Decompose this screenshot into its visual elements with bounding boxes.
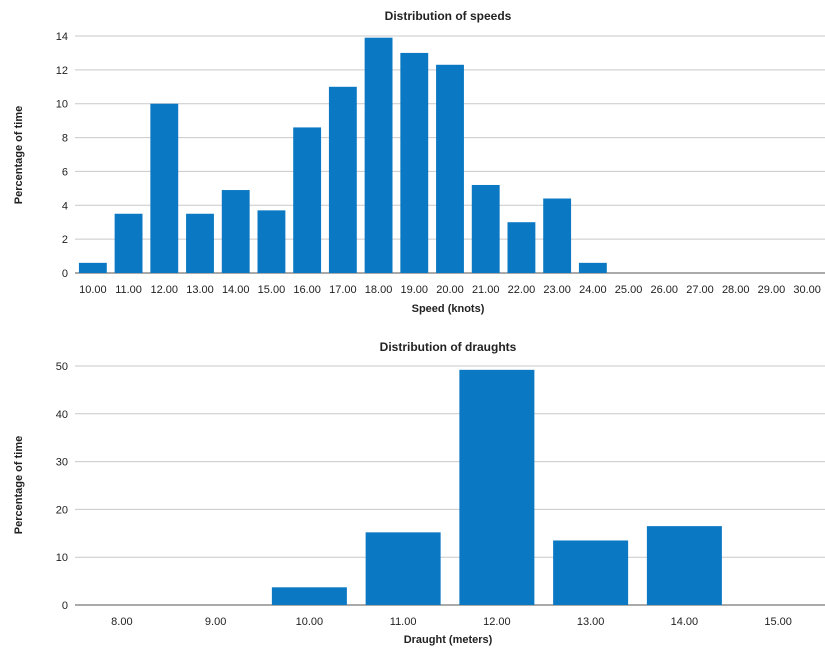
y-tick-labels: 0 10 20 30 40 50 bbox=[56, 361, 68, 612]
bar bbox=[543, 198, 572, 273]
x-tick-label: 26.00 bbox=[651, 284, 679, 296]
draught-distribution-chart: Distribution of draughts Percentage of t… bbox=[13, 340, 825, 646]
x-tick-label: 28.00 bbox=[722, 284, 750, 296]
x-axis-label: Draught (meters) bbox=[404, 634, 493, 646]
y-tick-label: 40 bbox=[56, 409, 68, 421]
x-tick-label: 24.00 bbox=[579, 284, 607, 296]
x-tick-label: 20.00 bbox=[436, 284, 464, 296]
x-tick-label: 14.00 bbox=[222, 284, 250, 296]
x-tick-label: 29.00 bbox=[758, 284, 786, 296]
y-tick-label: 30 bbox=[56, 457, 68, 469]
bar bbox=[293, 127, 322, 274]
bar bbox=[507, 222, 536, 273]
bar bbox=[471, 184, 500, 273]
y-tick-label: 10 bbox=[56, 99, 68, 111]
bars bbox=[78, 37, 607, 274]
bar bbox=[114, 213, 143, 273]
y-tick-label: 2 bbox=[62, 234, 68, 246]
x-axis-label: Speed (knots) bbox=[412, 303, 485, 315]
x-tick-label: 11.00 bbox=[390, 616, 417, 628]
y-tick-label: 50 bbox=[56, 361, 68, 373]
x-tick-label: 19.00 bbox=[401, 284, 429, 296]
x-tick-label: 17.00 bbox=[329, 284, 357, 296]
y-tick-label: 4 bbox=[62, 200, 68, 212]
y-tick-label: 6 bbox=[62, 166, 68, 178]
y-tick-label: 0 bbox=[62, 268, 68, 280]
bar bbox=[578, 262, 607, 273]
bar bbox=[436, 64, 464, 274]
y-tick-label: 10 bbox=[56, 552, 68, 564]
x-tick-label: 12.00 bbox=[151, 284, 179, 296]
x-tick-label: 13.00 bbox=[186, 284, 214, 296]
x-tick-label: 23.00 bbox=[543, 284, 571, 296]
x-tick-label: 13.00 bbox=[577, 616, 605, 628]
x-tick-label: 10.00 bbox=[79, 284, 107, 296]
x-tick-label: 22.00 bbox=[508, 284, 536, 296]
x-tick-label: 9.00 bbox=[205, 616, 226, 628]
x-tick-label: 10.00 bbox=[296, 616, 324, 628]
x-tick-label: 18.00 bbox=[365, 284, 393, 296]
y-tick-label: 8 bbox=[62, 133, 68, 145]
x-tick-label: 21.00 bbox=[472, 284, 500, 296]
chart-title: Distribution of speeds bbox=[385, 9, 512, 23]
bar bbox=[271, 587, 347, 605]
bar bbox=[553, 540, 629, 605]
x-tick-label: 14.00 bbox=[671, 616, 699, 628]
y-tick-label: 14 bbox=[56, 31, 68, 43]
bar bbox=[78, 262, 107, 273]
bar bbox=[186, 213, 214, 273]
y-tick-label: 20 bbox=[56, 504, 68, 516]
bar bbox=[646, 526, 722, 605]
bar bbox=[459, 369, 535, 605]
x-tick-label: 25.00 bbox=[615, 284, 643, 296]
y-axis-label: Percentage of time bbox=[13, 106, 25, 204]
bar bbox=[150, 103, 179, 273]
y-tick-labels: 0 2 4 6 8 10 12 14 bbox=[56, 31, 68, 280]
bar bbox=[364, 37, 393, 273]
bar bbox=[400, 52, 429, 273]
x-tick-labels: 10.00 11.00 12.00 13.00 14.00 15.00 16.00 17.00… bbox=[79, 284, 821, 296]
y-axis-label: Percentage of time bbox=[13, 436, 25, 534]
x-tick-label: 11.00 bbox=[115, 284, 142, 296]
y-tick-label: 12 bbox=[56, 65, 68, 77]
x-tick-label: 15.00 bbox=[764, 616, 792, 628]
x-tick-labels: 8.00 9.00 10.00 11.00 12.00 13.00 14.00 15.00 bbox=[111, 616, 792, 628]
x-tick-label: 12.00 bbox=[483, 616, 511, 628]
bars bbox=[271, 369, 722, 605]
bar bbox=[365, 532, 441, 605]
bar bbox=[221, 190, 250, 273]
speed-distribution-chart: Distribution of speeds Percentage of tim… bbox=[13, 9, 825, 315]
x-tick-label: 8.00 bbox=[111, 616, 132, 628]
bar bbox=[328, 86, 357, 274]
x-tick-label: 15.00 bbox=[258, 284, 286, 296]
y-tick-label: 0 bbox=[62, 600, 68, 612]
x-tick-label: 30.00 bbox=[793, 284, 821, 296]
bar bbox=[257, 210, 286, 273]
x-tick-label: 27.00 bbox=[686, 284, 714, 296]
chart-title: Distribution of draughts bbox=[380, 340, 517, 354]
x-tick-label: 16.00 bbox=[293, 284, 321, 296]
